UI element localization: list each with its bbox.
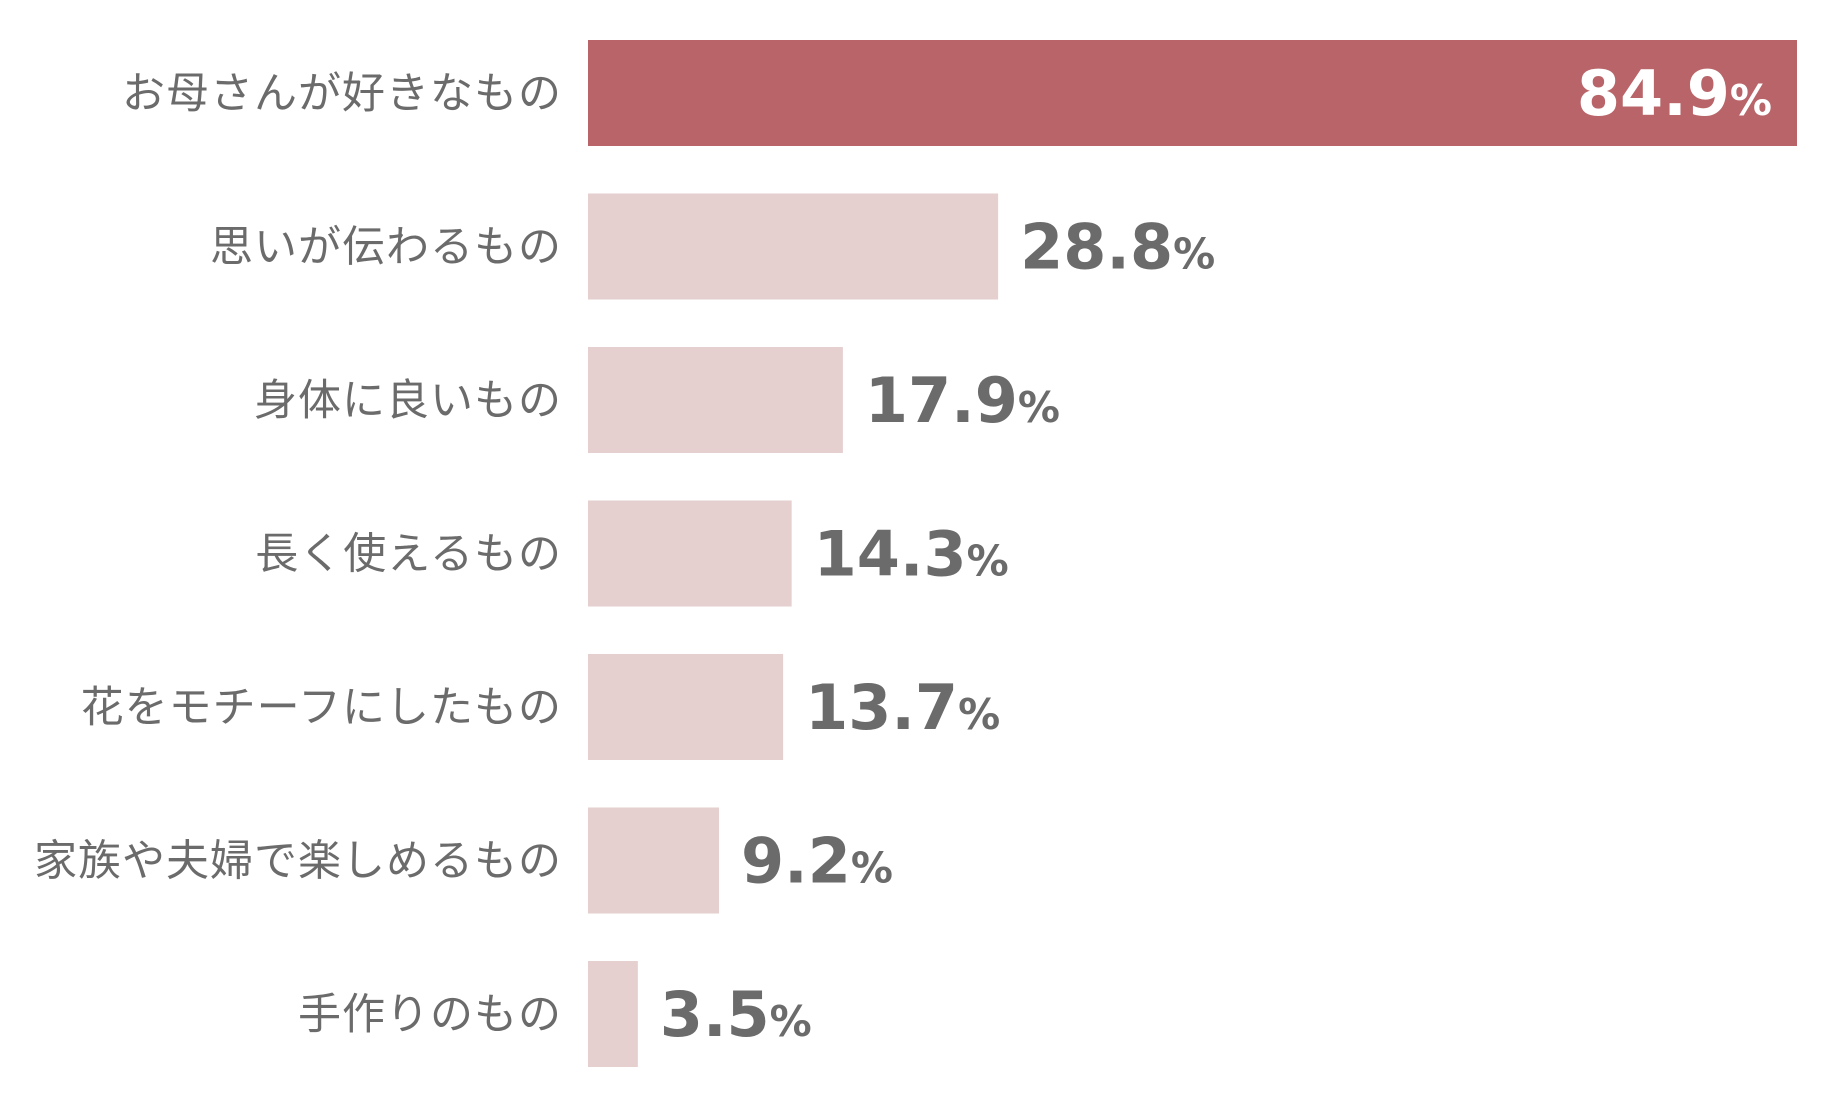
value-unit: % xyxy=(770,997,812,1046)
value-unit: % xyxy=(1173,230,1215,279)
bar xyxy=(588,654,784,760)
bar xyxy=(588,347,843,453)
value-number: 28.8 xyxy=(1020,211,1173,284)
value-unit: % xyxy=(958,690,1000,739)
category-label: 手作りのもの xyxy=(298,990,562,1040)
value-unit: % xyxy=(967,537,1009,586)
value-unit: % xyxy=(1730,76,1772,125)
value-number: 9.2 xyxy=(741,825,851,898)
value-label: 13.7% xyxy=(805,671,1000,744)
category-label: 花をモチーフにしたもの xyxy=(81,683,562,733)
category-label: 身体に良いもの xyxy=(254,376,562,426)
value-number: 3.5 xyxy=(660,978,770,1051)
category-label: 家族や夫婦で楽しめるもの xyxy=(34,837,562,887)
value-unit: % xyxy=(1018,383,1060,432)
value-label: 28.8% xyxy=(1020,211,1215,284)
category-label: 長く使えるもの xyxy=(255,530,562,580)
value-label: 9.2% xyxy=(741,825,893,898)
bar xyxy=(588,961,638,1067)
value-number: 17.9 xyxy=(865,364,1018,437)
bar xyxy=(588,807,720,914)
value-number: 14.3 xyxy=(814,518,967,591)
value-number: 13.7 xyxy=(805,671,958,744)
value-label: 14.3% xyxy=(814,518,1009,591)
category-label: お母さんが好きなもの xyxy=(122,69,562,119)
bar xyxy=(588,500,792,607)
bar-highlight xyxy=(588,40,1797,146)
bar xyxy=(588,193,999,300)
value-unit: % xyxy=(851,844,893,893)
value-label: 84.9% xyxy=(1577,57,1772,130)
category-label: 思いが伝わるもの xyxy=(210,223,562,273)
value-label: 3.5% xyxy=(660,978,812,1051)
value-number: 84.9 xyxy=(1577,57,1730,130)
value-label: 17.9% xyxy=(865,364,1060,437)
